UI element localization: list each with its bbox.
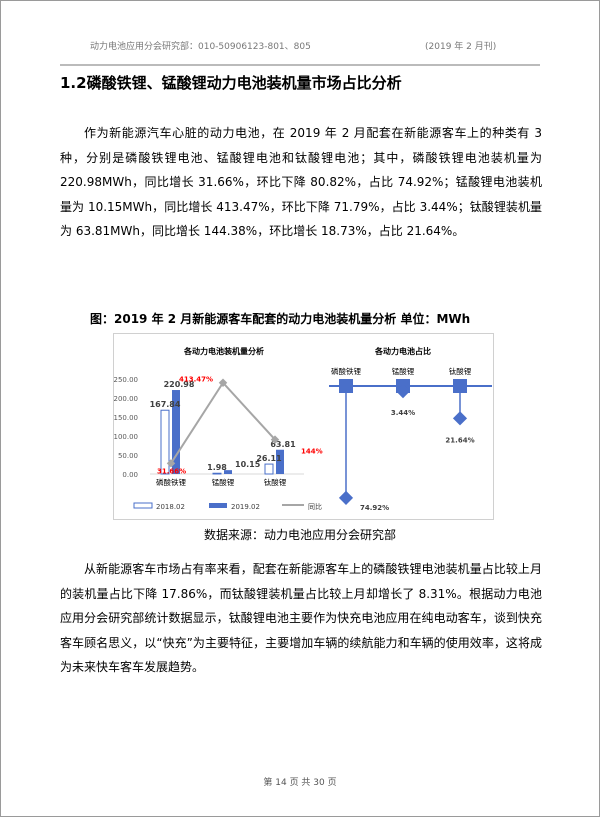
y-tick-label: 0.00: [122, 471, 138, 479]
share-category-label: 磷酸铁锂: [331, 366, 361, 376]
y-tick-label: 50.00: [118, 452, 138, 460]
share-category-marker: [453, 379, 467, 393]
yoy-marker: [166, 459, 176, 468]
y-tick-label: 150.00: [114, 414, 138, 422]
bar-label-2019: 10.15: [235, 460, 261, 469]
bar-2018: [160, 409, 170, 475]
legend-label-2019: 2019.02: [231, 503, 260, 511]
share-value-marker: [395, 384, 411, 399]
y-tick-label: 200.00: [114, 395, 138, 403]
bar-2018: [264, 463, 274, 475]
share-category-marker: [339, 379, 353, 393]
paragraph-2: 从新能源客车市场占有率来看，配套在新能源客车上的磷酸铁锂电池装机量占比较上月的装…: [60, 562, 542, 674]
bar-2019: [224, 470, 232, 474]
share-category-label: 钛酸锂: [449, 366, 472, 376]
bar-label-2019: 220.98: [164, 380, 195, 389]
section-title: 1.2磷酸铁锂、锰酸锂动力电池装机量市场占比分析: [60, 74, 402, 92]
bar-label-2018: 1.98: [207, 463, 227, 472]
legend-swatch-2019: [209, 503, 227, 508]
yoy-line: [170, 381, 276, 464]
yoy-label: 144%: [301, 448, 323, 456]
share-value-label: 21.64%: [445, 436, 474, 444]
y-tick-label: 100.00: [114, 433, 138, 441]
chart-svg: 各动力电池装机量分析 0.00 50.00 100.00 150.00 200.00 250…: [114, 346, 492, 512]
category-label: 磷酸铁锂: [156, 477, 186, 487]
bar-chart-title: 各动力电池装机量分析: [183, 346, 264, 356]
share-chart-title: 各动力电池占比: [374, 346, 431, 356]
header-issue: (2019 年 2 月刊): [425, 42, 497, 52]
bar-label-2018: 26.11: [256, 454, 282, 463]
bar-label-2018: 167.84: [150, 400, 181, 409]
category-label: 钛酸锂: [264, 477, 287, 487]
data-source: 数据来源：动力电池应用分会研究部: [203, 528, 396, 542]
legend-label-2018: 2018.02: [156, 503, 185, 511]
header-contact: 动力电池应用分会研究部：010-50906123-801、805: [90, 42, 311, 52]
share-value-label: 3.44%: [391, 409, 415, 417]
share-value-label: 74.92%: [360, 504, 389, 512]
figure-caption: 图：2019 年 2 月新能源客车配套的动力电池装机量分析 单位：MWh: [90, 312, 471, 326]
yoy-label: 413.47%: [179, 376, 213, 384]
share-value-marker: [338, 490, 354, 505]
paragraph-1: 作为新能源汽车心脏的动力电池，在 2019 年 2 月配套在新能源客车上的种类有…: [60, 126, 542, 238]
legend-label-yoy: 同比: [308, 502, 322, 511]
share-value-marker: [452, 411, 468, 426]
y-tick-label: 250.00: [114, 376, 138, 384]
yoy-label: 31.66%: [157, 467, 186, 475]
yoy-marker: [270, 435, 280, 444]
bar-2019: [172, 390, 180, 474]
chart-container: 各动力电池装机量分析 0.00 50.00 100.00 150.00 200.00 250…: [113, 333, 494, 520]
bar-label-2019: 63.81: [270, 440, 296, 449]
bar-2018: [212, 472, 222, 475]
page-footer: 第 14 页 共 30 页: [263, 778, 337, 788]
header-divider: [60, 64, 540, 66]
bar-2019: [276, 449, 284, 474]
category-label: 锰酸锂: [212, 477, 235, 487]
legend-swatch-2018: [133, 502, 153, 509]
share-category-label: 锰酸锂: [392, 366, 415, 376]
